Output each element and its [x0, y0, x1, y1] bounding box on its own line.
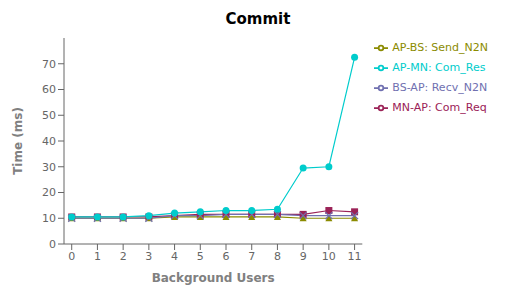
svg-text:8: 8 — [274, 250, 281, 263]
svg-text:70: 70 — [42, 58, 56, 71]
svg-text:3: 3 — [145, 250, 152, 263]
html-text:Commit: Commit — [225, 10, 291, 28]
svg-text:4: 4 — [171, 250, 178, 263]
svg-text:40: 40 — [42, 135, 56, 148]
svg-text:10: 10 — [42, 212, 56, 225]
svg-text:30: 30 — [42, 161, 56, 174]
html-text:AP-BS: Send_N2N: AP-BS: Send_N2N — [392, 41, 488, 54]
svg-text:0: 0 — [68, 250, 75, 263]
svg-text:Background Users: Background Users — [152, 271, 275, 285]
html-text:BS-AP: Recv_N2N: BS-AP: Recv_N2N — [392, 81, 488, 94]
svg-text:20: 20 — [42, 186, 56, 199]
html-text:MN-AP: Com_Req: MN-AP: Com_Req — [392, 101, 487, 114]
svg-text:5: 5 — [197, 250, 204, 263]
html-text:AP-MN: Com_Res: AP-MN: Com_Res — [392, 61, 486, 74]
svg-text:10: 10 — [322, 250, 336, 263]
svg-text:Time (ms): Time (ms) — [11, 107, 25, 175]
svg-text:60: 60 — [42, 83, 56, 96]
svg-text:7: 7 — [248, 250, 255, 263]
svg-text:11: 11 — [348, 250, 362, 263]
svg-text:50: 50 — [42, 109, 56, 122]
svg-text:6: 6 — [223, 250, 230, 263]
svg-text:1: 1 — [94, 250, 101, 263]
svg-text:9: 9 — [300, 250, 307, 263]
svg-text:0: 0 — [49, 238, 56, 251]
svg-text:2: 2 — [120, 250, 127, 263]
